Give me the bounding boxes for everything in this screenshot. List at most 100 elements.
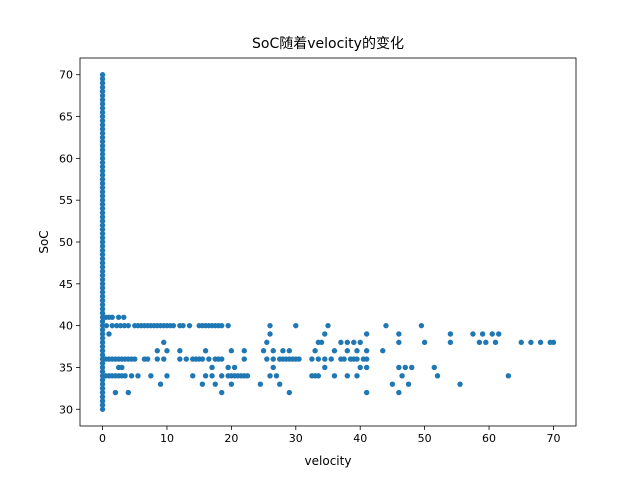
data-point xyxy=(99,101,106,107)
data-point xyxy=(344,348,351,354)
data-point xyxy=(264,339,270,346)
data-point xyxy=(457,381,463,387)
data-point xyxy=(396,364,402,371)
data-point xyxy=(99,368,106,375)
y-tick-label: 60 xyxy=(59,152,73,165)
data-point xyxy=(312,348,318,354)
data-point xyxy=(241,356,247,362)
data-point xyxy=(99,80,106,86)
x-tick-label: 60 xyxy=(482,432,496,445)
data-point xyxy=(270,364,276,371)
data-point xyxy=(267,373,273,379)
data-point xyxy=(99,210,106,216)
data-point xyxy=(99,239,106,245)
data-point xyxy=(396,389,402,396)
data-point xyxy=(99,302,106,308)
data-point xyxy=(99,138,106,145)
y-tick-label: 55 xyxy=(59,194,73,207)
data-point xyxy=(154,356,160,362)
data-point xyxy=(99,164,106,170)
data-point xyxy=(99,243,106,249)
data-point xyxy=(225,322,231,329)
data-point xyxy=(103,322,110,329)
data-point xyxy=(128,373,135,379)
data-point xyxy=(99,88,106,95)
data-point xyxy=(338,339,344,346)
data-point xyxy=(99,360,106,366)
data-point xyxy=(357,364,363,371)
data-point xyxy=(177,348,183,354)
data-point xyxy=(99,176,106,182)
data-point xyxy=(550,339,557,346)
data-point xyxy=(99,172,106,178)
data-point xyxy=(322,331,328,337)
data-point xyxy=(99,76,106,82)
data-point xyxy=(280,348,286,354)
data-point xyxy=(99,406,106,412)
data-point xyxy=(399,373,405,379)
data-point xyxy=(199,381,206,387)
chart-title: SoC随着velocity的变化 xyxy=(252,36,404,52)
x-tick-label: 70 xyxy=(546,432,560,445)
data-point xyxy=(363,331,370,337)
data-point xyxy=(144,356,151,362)
data-point xyxy=(476,339,483,346)
data-point xyxy=(99,118,106,124)
data-point xyxy=(99,394,106,400)
data-point xyxy=(286,348,293,354)
data-point xyxy=(293,322,299,329)
data-point xyxy=(99,72,106,78)
data-point xyxy=(99,327,106,333)
data-point xyxy=(389,381,396,387)
y-tick-label: 45 xyxy=(59,278,73,291)
data-point xyxy=(99,159,106,166)
data-point xyxy=(99,276,106,283)
data-point xyxy=(354,373,360,379)
data-point xyxy=(99,92,106,99)
data-point xyxy=(157,381,164,387)
data-point xyxy=(99,113,106,120)
data-point xyxy=(405,381,412,387)
data-point xyxy=(99,222,106,228)
data-point xyxy=(99,402,106,408)
data-point xyxy=(225,364,231,371)
data-point xyxy=(318,339,325,346)
y-tick-label: 70 xyxy=(59,69,73,82)
x-axis-label: velocity xyxy=(305,454,352,468)
data-point xyxy=(99,256,106,262)
data-point xyxy=(270,356,276,362)
y-axis-label: SoC xyxy=(37,230,51,253)
data-point xyxy=(260,348,267,354)
data-point xyxy=(489,331,495,337)
data-point xyxy=(99,343,106,350)
data-point xyxy=(119,364,125,371)
data-point xyxy=(170,322,177,329)
data-point xyxy=(447,331,454,337)
x-tick-label: 40 xyxy=(353,432,367,445)
data-point xyxy=(180,322,186,329)
data-point xyxy=(99,281,106,287)
data-point xyxy=(315,356,322,362)
data-point xyxy=(537,339,544,346)
data-point xyxy=(219,389,225,396)
data-point xyxy=(434,373,441,379)
data-point xyxy=(99,180,106,187)
data-point xyxy=(99,235,106,241)
data-point xyxy=(164,348,170,354)
data-point xyxy=(99,197,106,203)
data-point xyxy=(296,356,302,362)
data-point xyxy=(154,348,160,354)
data-point xyxy=(99,168,106,174)
plot-area: 0 10 20 30 40 50 60 70 30 35 40 45 50 55 60 65 70 xyxy=(59,57,577,445)
data-point xyxy=(99,143,106,149)
data-point xyxy=(322,356,328,362)
data-point xyxy=(99,306,106,312)
data-point xyxy=(219,322,225,329)
data-point xyxy=(99,251,106,258)
data-point xyxy=(99,272,106,279)
x-tick-label: 20 xyxy=(224,432,238,445)
x-tick-label: 10 xyxy=(160,432,174,445)
data-point xyxy=(99,105,106,111)
data-point xyxy=(109,322,115,329)
